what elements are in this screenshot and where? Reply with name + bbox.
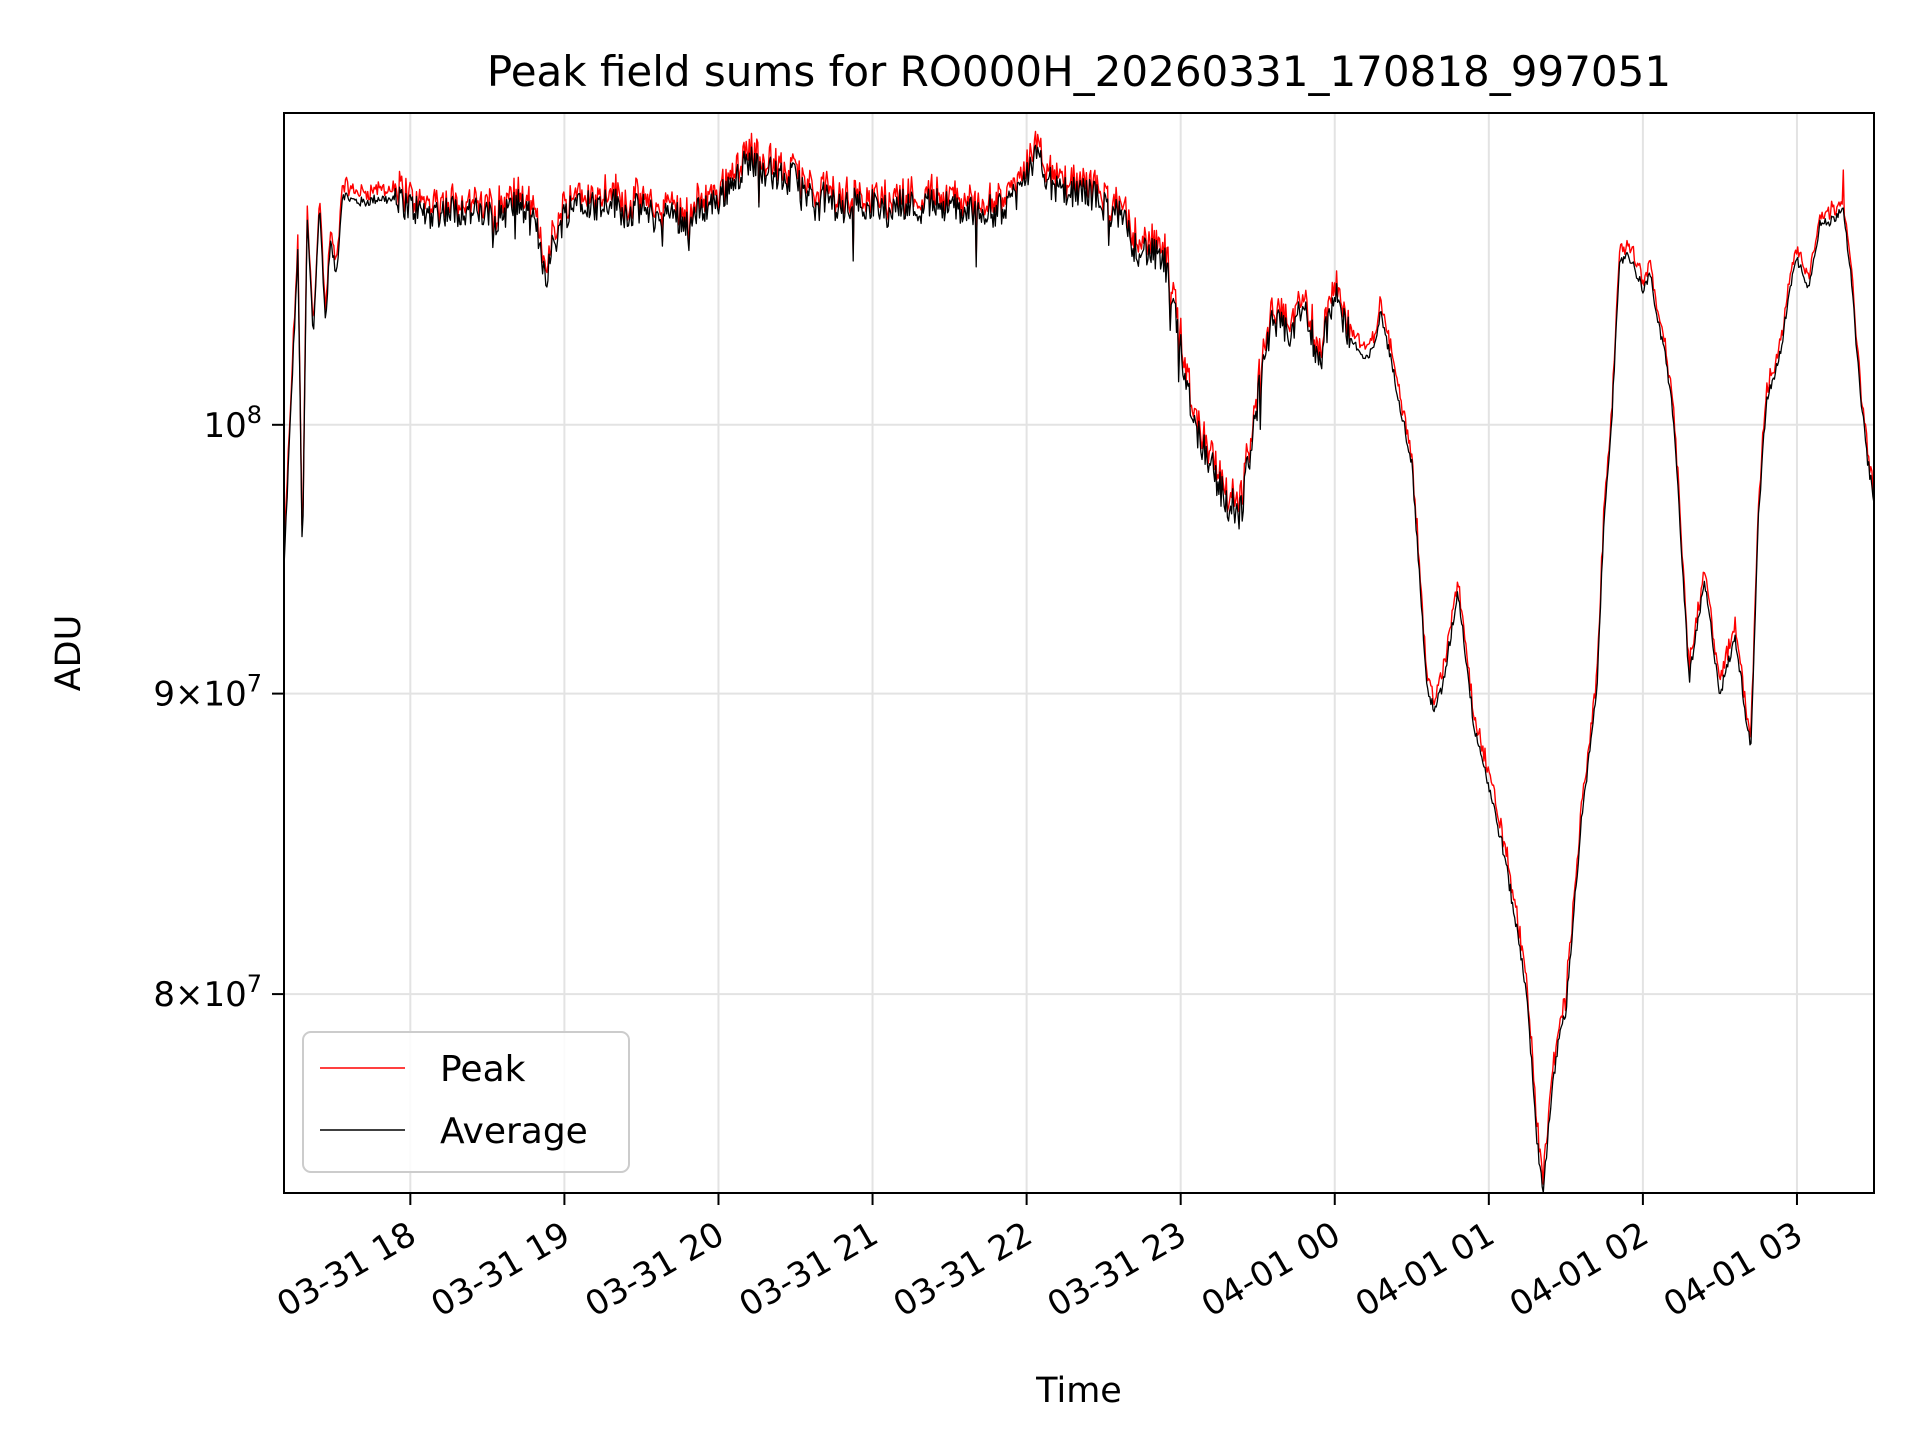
y-tick-label: 9×107 bbox=[153, 670, 262, 715]
legend-label-peak: Peak bbox=[440, 1049, 526, 1090]
legend-label-average: Average bbox=[440, 1111, 588, 1152]
legend: Peak Average bbox=[302, 1031, 630, 1173]
series-line-average bbox=[283, 144, 1875, 1194]
legend-box bbox=[302, 1031, 630, 1173]
chart-title: Peak field sums for RO000H_20260331_1708… bbox=[487, 47, 1671, 96]
y-axis-ticks: 108 9×107 8×107 bbox=[153, 401, 284, 1015]
y-tick-label: 108 bbox=[203, 401, 262, 446]
y-axis-label: ADU bbox=[49, 615, 89, 692]
series-layer bbox=[283, 130, 1875, 1194]
y-tick-label: 8×107 bbox=[153, 970, 262, 1015]
plot-frame bbox=[283, 112, 1875, 1194]
x-axis-label: Time bbox=[1035, 1371, 1122, 1411]
